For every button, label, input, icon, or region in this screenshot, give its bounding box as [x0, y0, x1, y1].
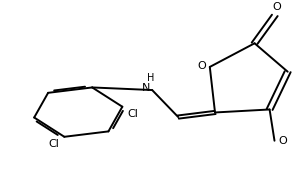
- Text: H: H: [147, 73, 154, 83]
- Text: O: O: [279, 136, 288, 146]
- Text: N: N: [142, 83, 151, 93]
- Text: O: O: [197, 61, 206, 71]
- Text: O: O: [272, 2, 281, 12]
- Text: Cl: Cl: [127, 109, 138, 119]
- Text: Cl: Cl: [49, 139, 59, 149]
